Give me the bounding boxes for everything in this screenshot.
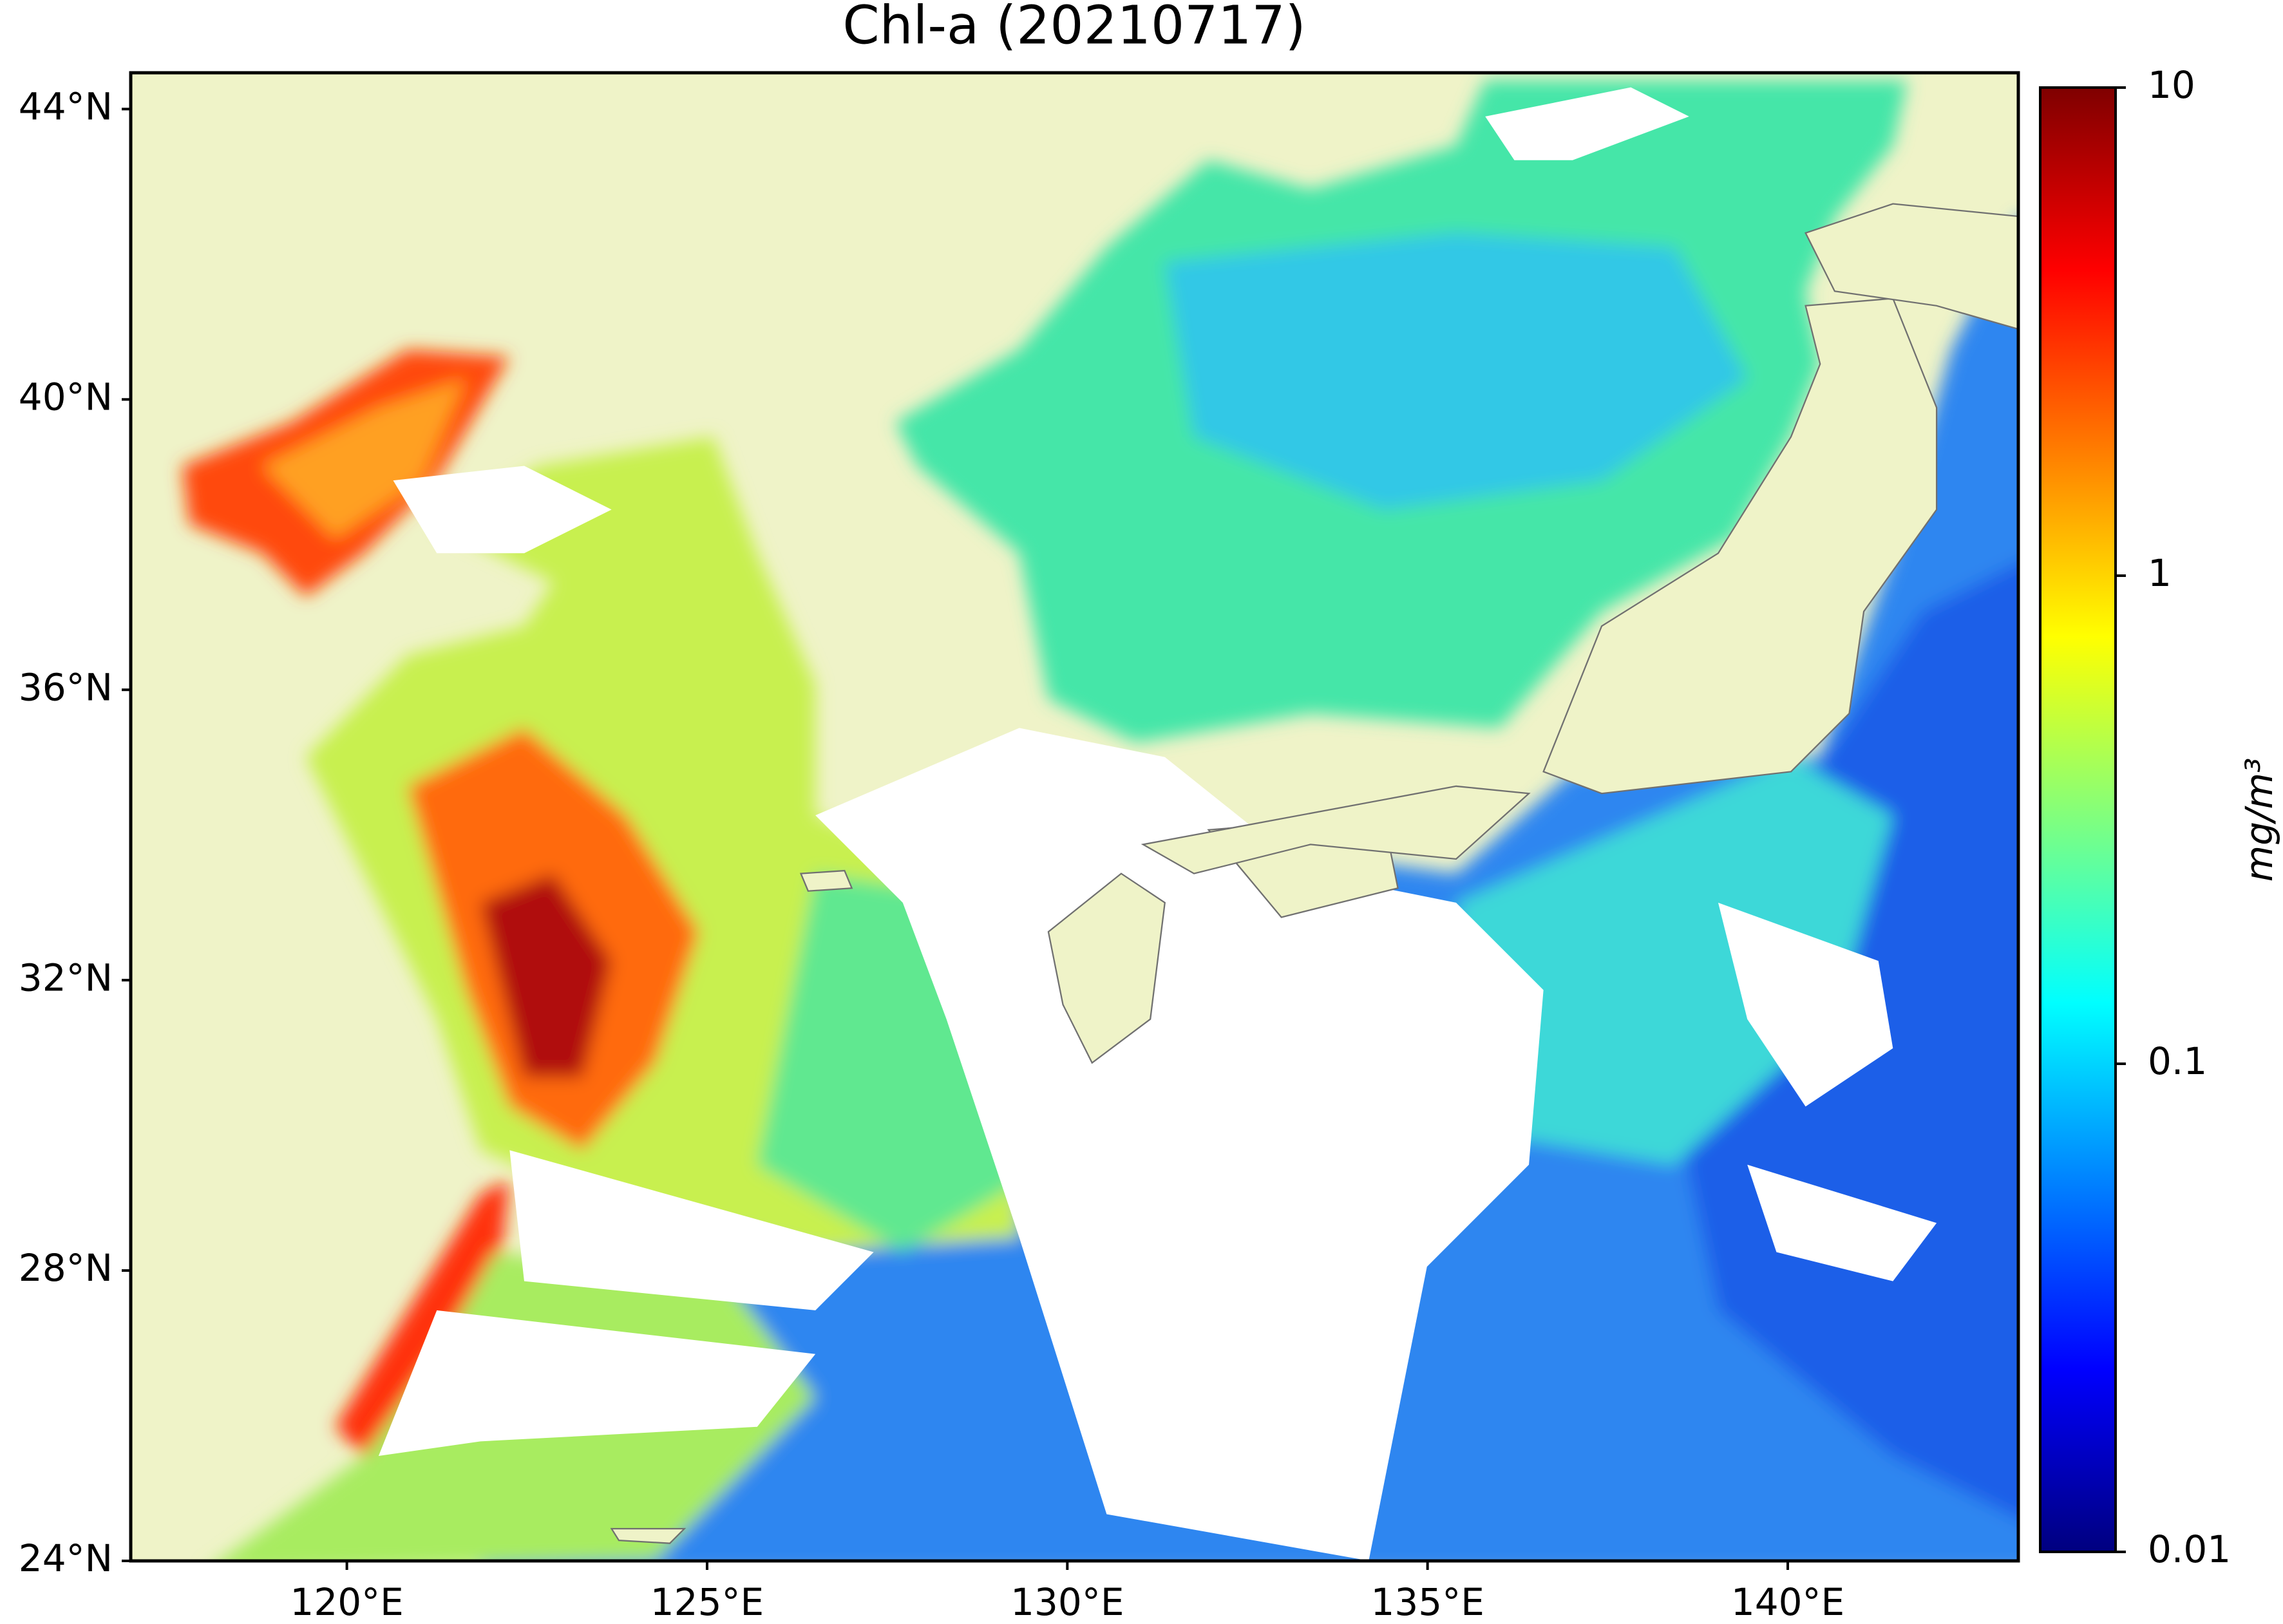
map-frame (129, 71, 2020, 1563)
ocean (182, 80, 2018, 1561)
colorbar-label: mg/m³ (2237, 758, 2281, 882)
map (129, 71, 2020, 1563)
y-tick-label: 24°N (19, 1536, 113, 1580)
colorbar-tick-label: 10 (2148, 63, 2195, 107)
colorbar-tick-label: 1 (2148, 551, 2172, 595)
y-tick-label: 44°N (19, 84, 113, 128)
y-tick-label: 32°N (19, 956, 113, 999)
colorbar-tick-label: 0.01 (2148, 1527, 2231, 1571)
x-tick-label: 130°E (1010, 1580, 1124, 1624)
y-tick-label: 40°N (19, 375, 113, 419)
x-tick-label: 140°E (1731, 1580, 1844, 1624)
x-tick-label: 125°E (650, 1580, 764, 1624)
x-tick-label: 135°E (1370, 1580, 1484, 1624)
colorbar (2039, 86, 2117, 1553)
y-tick-label: 28°N (19, 1246, 113, 1290)
x-tick-label: 120°E (290, 1580, 403, 1624)
colorbar-tick-label: 0.1 (2148, 1039, 2207, 1083)
y-tick-label: 36°N (19, 665, 113, 709)
chart-title: Chl-a (20210717) (842, 0, 1305, 56)
